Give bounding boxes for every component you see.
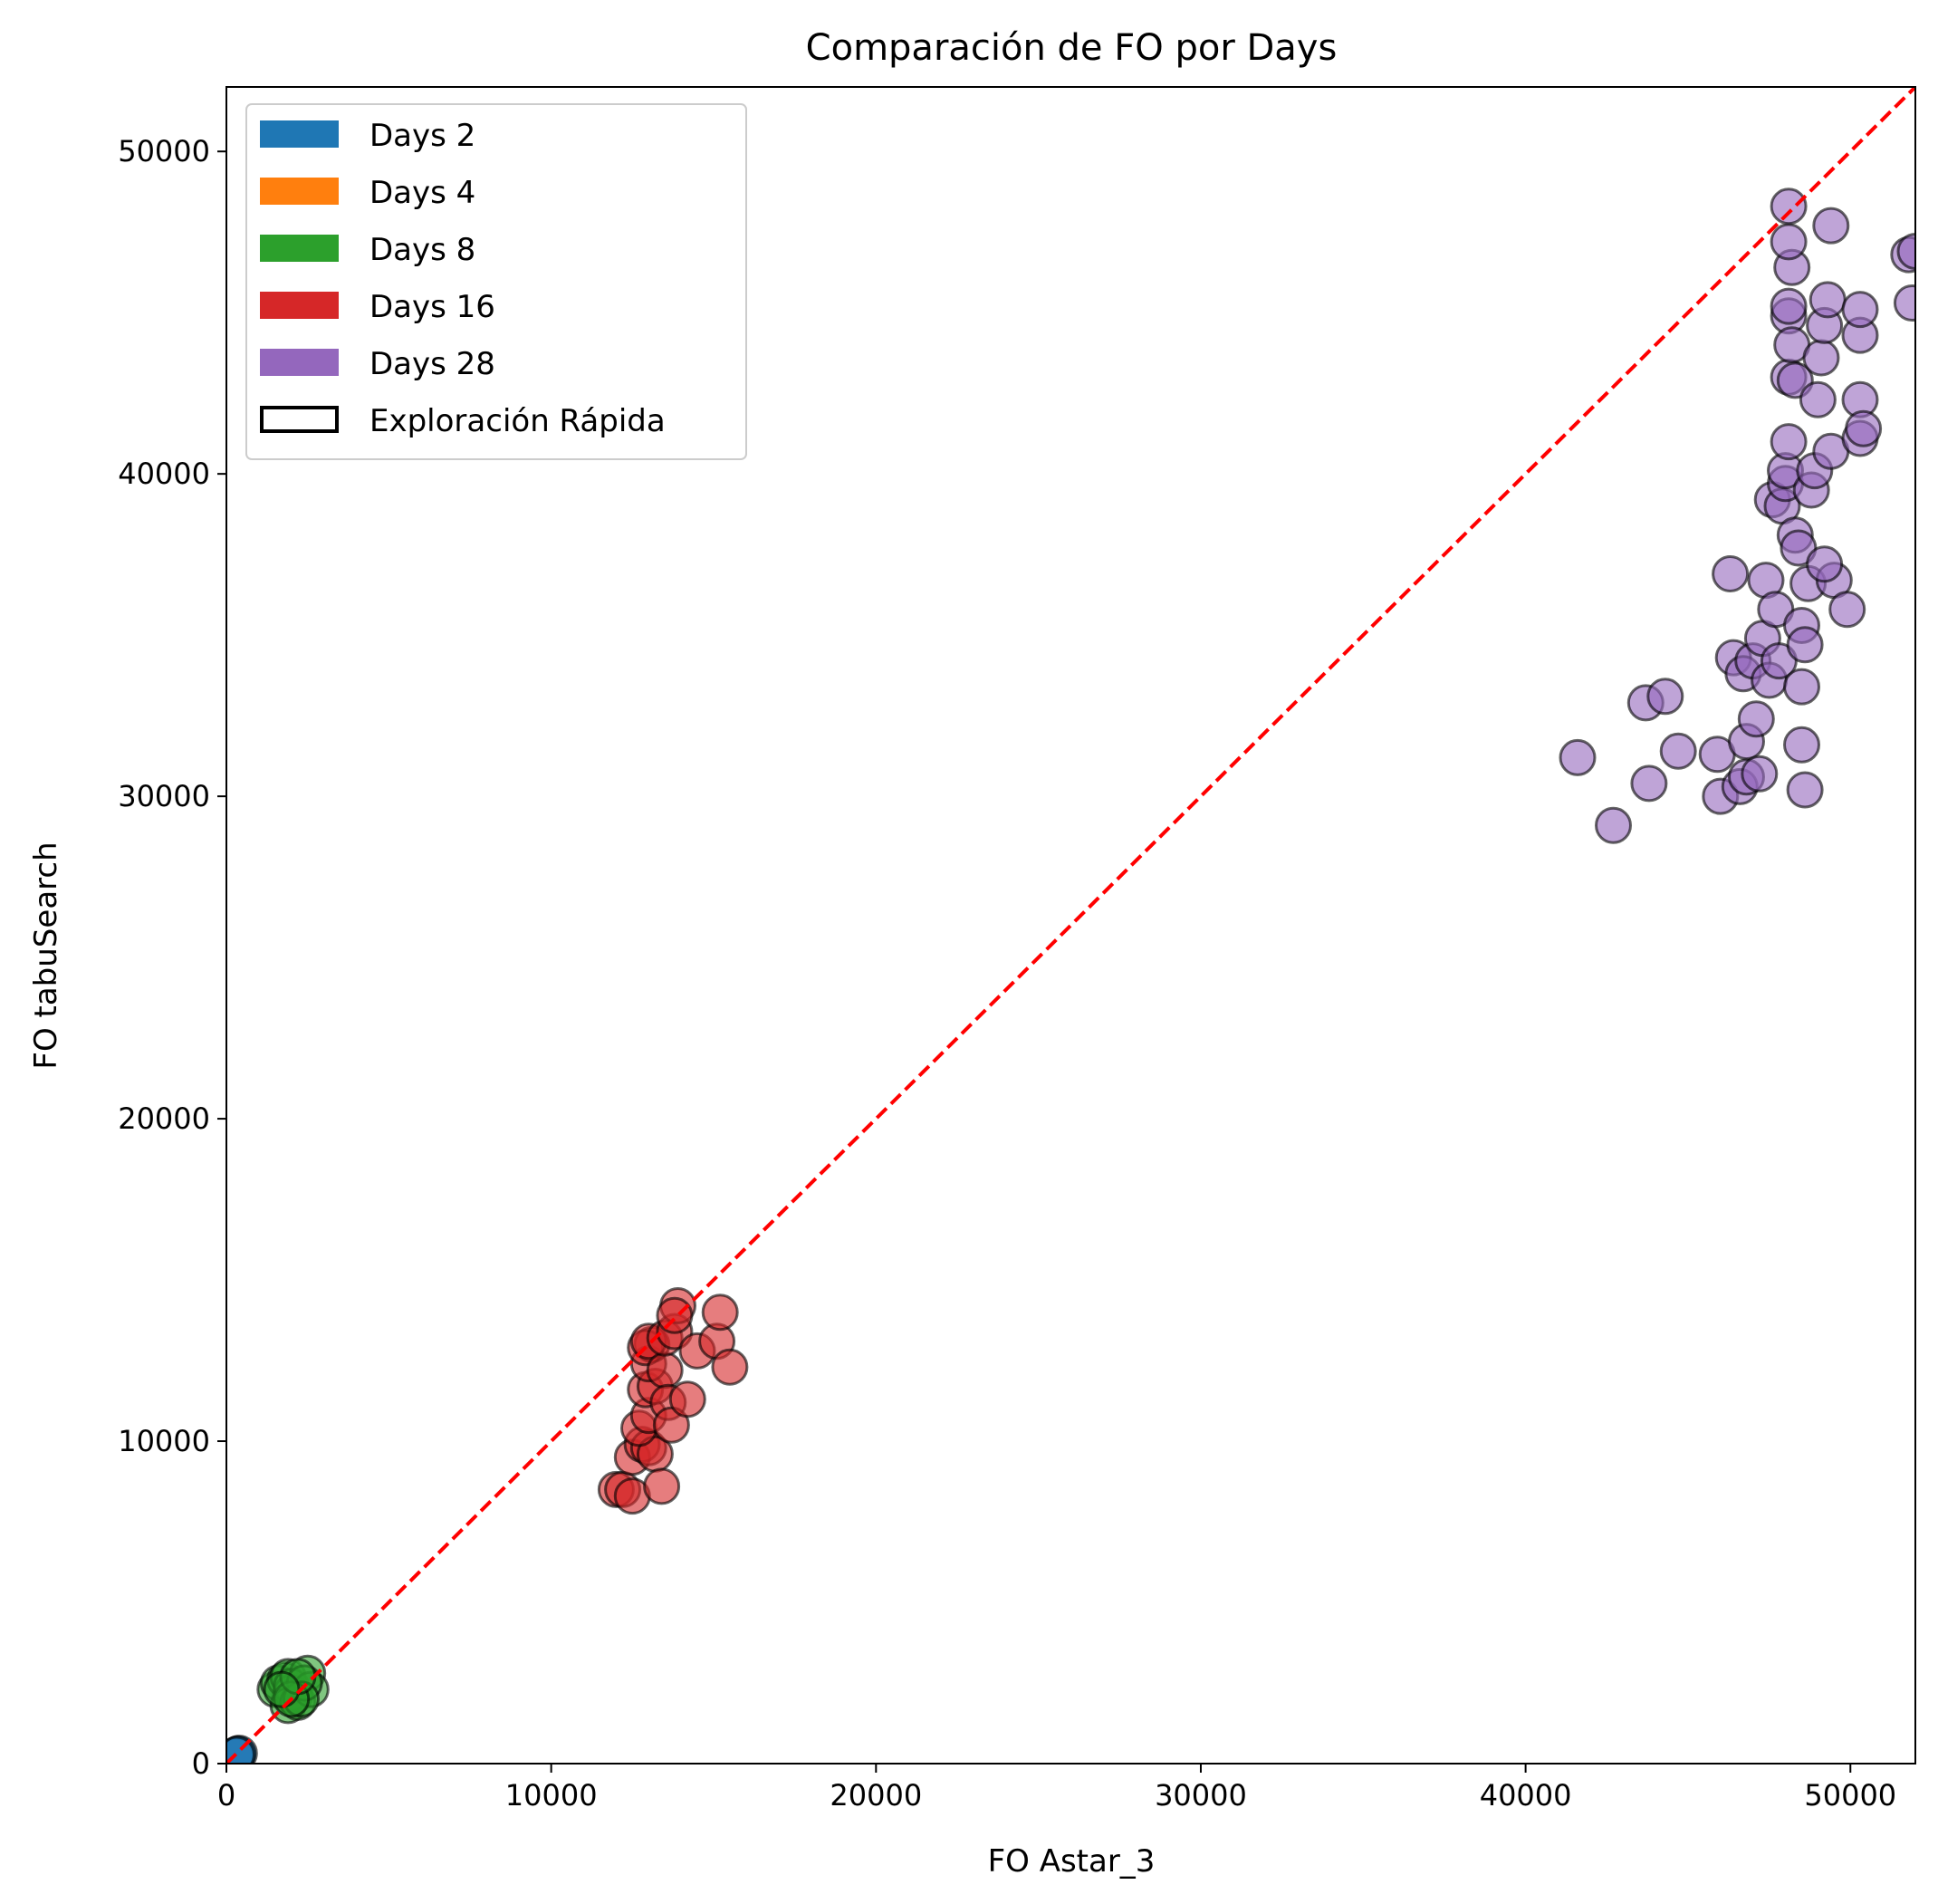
y-tick-label: 40000 bbox=[118, 457, 210, 491]
data-point bbox=[263, 1670, 301, 1708]
data-point bbox=[1812, 207, 1850, 245]
data-point bbox=[1712, 555, 1750, 592]
data-point bbox=[711, 1348, 749, 1386]
data-point bbox=[1799, 380, 1837, 418]
series-days-8 bbox=[256, 1654, 330, 1725]
legend-box bbox=[245, 103, 747, 460]
series-days-16 bbox=[597, 1287, 749, 1515]
x-tick-label: 30000 bbox=[1155, 1778, 1247, 1813]
data-point bbox=[1559, 738, 1597, 776]
data-point bbox=[1770, 188, 1808, 226]
data-point bbox=[1893, 284, 1915, 322]
data-point bbox=[1659, 732, 1697, 770]
data-point bbox=[1841, 291, 1879, 329]
data-point bbox=[1737, 700, 1775, 738]
legend-swatch-outlined bbox=[260, 406, 339, 433]
data-point bbox=[1770, 423, 1808, 461]
x-tick-label: 10000 bbox=[505, 1778, 598, 1813]
legend-swatch bbox=[260, 292, 339, 319]
data-point bbox=[1808, 281, 1847, 319]
legend-label: Days 8 bbox=[369, 232, 475, 268]
data-point bbox=[656, 1296, 694, 1334]
legend-swatch bbox=[260, 178, 339, 205]
x-tick-label: 40000 bbox=[1480, 1778, 1572, 1813]
legend: Days 2 Days 4 Days 8 Days 16 Days 28 Explorac… bbox=[245, 103, 747, 460]
x-tick-label: 0 bbox=[217, 1778, 235, 1813]
legend-label: Days 2 bbox=[369, 118, 475, 154]
axes-frame bbox=[225, 86, 1916, 1765]
legend-swatch bbox=[260, 235, 339, 262]
legend-label: Days 4 bbox=[369, 175, 475, 211]
x-tick-label: 20000 bbox=[830, 1778, 922, 1813]
data-point bbox=[643, 1467, 681, 1505]
data-point bbox=[1845, 409, 1883, 447]
data-point bbox=[1770, 287, 1808, 325]
data-point bbox=[1786, 771, 1824, 809]
data-point bbox=[1786, 626, 1824, 664]
data-point bbox=[1630, 764, 1668, 803]
legend-label: Days 16 bbox=[369, 289, 495, 325]
data-point bbox=[1896, 233, 1915, 270]
legend-label: Days 28 bbox=[369, 346, 495, 382]
legend-swatch bbox=[260, 349, 339, 376]
y-tick-label: 30000 bbox=[118, 779, 210, 813]
data-point bbox=[1741, 755, 1779, 793]
x-tick-label: 50000 bbox=[1804, 1778, 1896, 1813]
data-point bbox=[1783, 668, 1820, 706]
data-point bbox=[1770, 223, 1808, 261]
plot-clipped-layer bbox=[226, 87, 1915, 1764]
legend-label: Exploración Rápida bbox=[369, 403, 666, 439]
data-point bbox=[646, 1351, 684, 1390]
x-axis-label: FO Astar_3 bbox=[988, 1843, 1156, 1880]
series-days-28 bbox=[1559, 188, 1915, 844]
data-point bbox=[1783, 726, 1820, 764]
y-tick-label: 20000 bbox=[118, 1101, 210, 1136]
data-point bbox=[668, 1380, 706, 1418]
data-point bbox=[1595, 806, 1632, 844]
y-tick-label: 50000 bbox=[118, 134, 210, 168]
reference-line bbox=[226, 87, 1915, 1764]
data-point bbox=[1828, 591, 1866, 629]
data-point bbox=[1806, 545, 1844, 583]
plot-area: 0 10000 20000 30000 40000 50000 0 10000 20000 300… bbox=[118, 86, 1916, 1813]
legend-swatch bbox=[260, 120, 339, 148]
data-point bbox=[1646, 678, 1684, 716]
y-axis-label: FO tabuSearch bbox=[28, 841, 64, 1069]
chart-title: Comparación de FO por Days bbox=[806, 27, 1338, 69]
y-tick-label: 0 bbox=[192, 1746, 210, 1781]
y-tick-label: 10000 bbox=[118, 1424, 210, 1458]
data-point bbox=[1802, 339, 1840, 377]
data-point bbox=[701, 1293, 739, 1332]
